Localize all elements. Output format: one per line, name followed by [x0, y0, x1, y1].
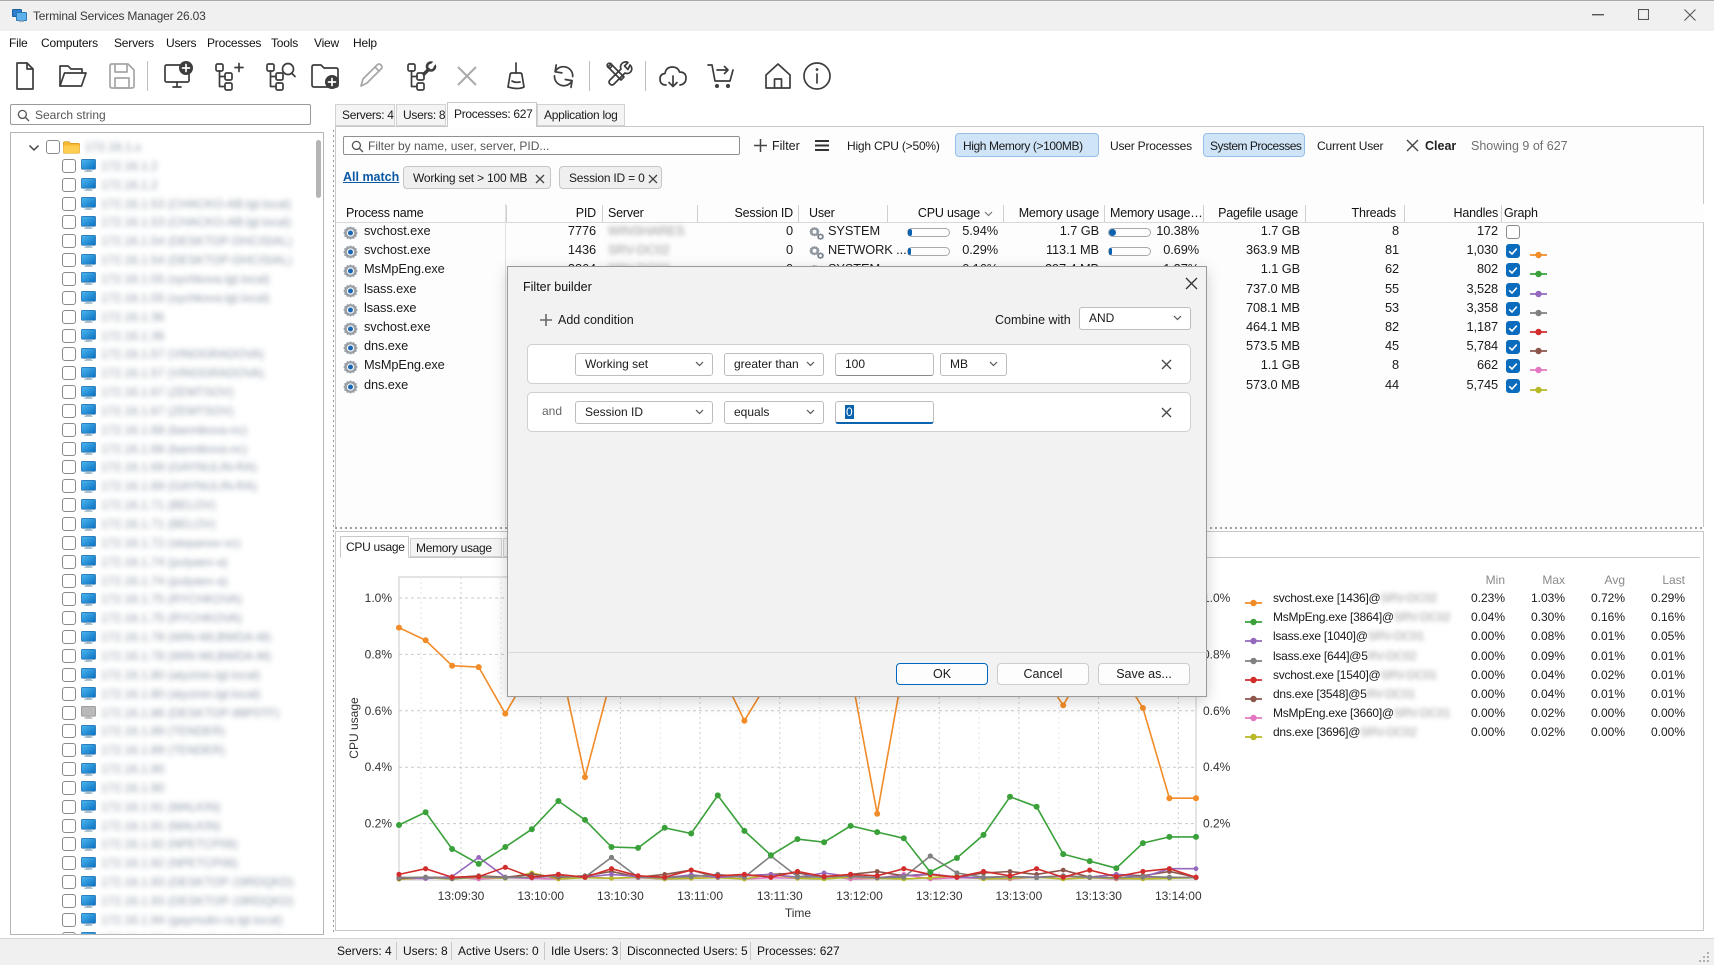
svg-text:1.0%: 1.0% — [365, 591, 393, 605]
svg-text:0.2%: 0.2% — [365, 817, 393, 831]
svg-text:13:13:30: 13:13:30 — [1075, 889, 1122, 903]
svg-text:CPU usage: CPU usage — [347, 697, 361, 759]
svg-text:13:14:00: 13:14:00 — [1155, 889, 1202, 903]
svg-text:0.6%: 0.6% — [1203, 704, 1231, 718]
svg-text:13:10:30: 13:10:30 — [597, 889, 644, 903]
svg-text:Time: Time — [785, 906, 812, 920]
svg-text:13:11:30: 13:11:30 — [757, 889, 803, 903]
svg-text:0.8%: 0.8% — [365, 647, 393, 661]
svg-text:0.2%: 0.2% — [1203, 817, 1231, 831]
svg-text:1.0%: 1.0% — [1203, 591, 1231, 605]
svg-text:0.4%: 0.4% — [365, 760, 393, 774]
svg-text:0.4%: 0.4% — [1203, 760, 1231, 774]
svg-text:13:12:00: 13:12:00 — [836, 889, 883, 903]
svg-text:0.6%: 0.6% — [365, 704, 393, 718]
svg-text:0.8%: 0.8% — [1203, 647, 1231, 661]
svg-text:13:09:30: 13:09:30 — [438, 889, 485, 903]
svg-text:13:12:30: 13:12:30 — [916, 889, 963, 903]
svg-text:13:10:00: 13:10:00 — [517, 889, 564, 903]
svg-text:13:13:00: 13:13:00 — [996, 889, 1043, 903]
svg-text:13:11:00: 13:11:00 — [677, 889, 723, 903]
